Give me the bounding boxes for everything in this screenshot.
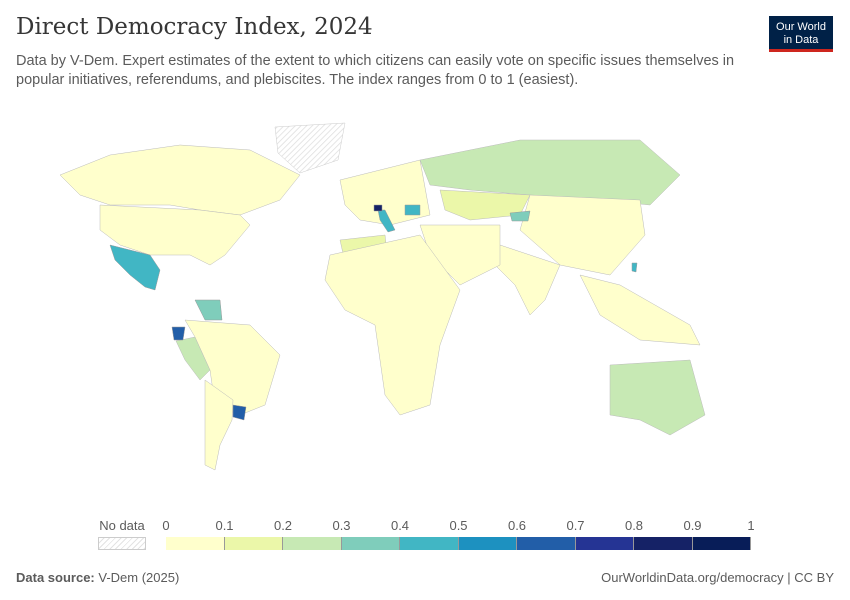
legend-bin[interactable] <box>458 537 517 550</box>
region-argentina[interactable] <box>204 379 234 471</box>
legend-tick: 1 <box>747 518 755 533</box>
region-united-states[interactable] <box>99 204 251 266</box>
region-taiwan[interactable] <box>631 262 638 273</box>
region-australia[interactable] <box>609 359 706 436</box>
data-source-label: Data source: <box>16 570 95 585</box>
legend-tick: 0.9 <box>683 518 702 533</box>
legend-bin[interactable] <box>634 537 693 550</box>
legend-tick: 0.6 <box>507 518 527 533</box>
world-map <box>59 122 706 471</box>
legend-bin[interactable] <box>341 537 400 550</box>
legend-tick: 0.2 <box>273 518 293 533</box>
legend-bin[interactable] <box>575 537 634 550</box>
legend-tick: 0.8 <box>624 518 644 533</box>
data-source-value[interactable]: V-Dem (2025) <box>98 570 180 585</box>
legend-tick: 0.4 <box>390 518 410 533</box>
legend-tick: 0.3 <box>332 518 351 533</box>
chart-title: Direct Democracy Index, 2024 <box>16 14 373 40</box>
region-kyrgyzstan[interactable] <box>509 210 531 222</box>
chart-subtitle: Data by V-Dem. Expert estimates of the e… <box>16 53 735 88</box>
legend-bin[interactable] <box>692 537 751 550</box>
region-ecuador[interactable] <box>171 326 186 341</box>
region-kazakhstan[interactable] <box>439 189 531 221</box>
legend-bin[interactable] <box>517 537 576 550</box>
legend-tick: 0 <box>162 518 170 533</box>
legend-tick: 0.1 <box>215 518 234 533</box>
legend: No data 0 0.1 0.2 0.3 0.4 0.5 0.6 0.7 0.8 0.9 1 <box>0 515 850 555</box>
legend-no-data-swatch[interactable] <box>98 537 146 550</box>
legend-bin[interactable] <box>166 537 225 550</box>
region-switzerland[interactable] <box>373 204 383 212</box>
legend-tick: 0.7 <box>566 518 585 533</box>
owid-logo[interactable]: Our World in Data <box>769 16 833 52</box>
legend-bin[interactable] <box>224 537 283 550</box>
region-no-data[interactable] <box>274 122 346 174</box>
footer-url[interactable]: OurWorldinData.org/democracy | CC BY <box>601 570 834 585</box>
region-venezuela[interactable] <box>194 299 223 321</box>
data-source: Data source: V-Dem (2025) <box>16 570 179 585</box>
region-peru[interactable] <box>175 336 211 381</box>
legend-no-data-label: No data <box>99 518 145 533</box>
legend-bin[interactable] <box>400 537 459 550</box>
region-uruguay[interactable] <box>232 404 247 421</box>
logo-line1: Our World <box>776 21 826 33</box>
logo-line2: in Data <box>783 34 819 46</box>
region-canada[interactable] <box>59 144 301 216</box>
region-mexico[interactable] <box>109 244 161 291</box>
region-italy[interactable] <box>377 209 396 233</box>
region-africa[interactable] <box>324 234 461 416</box>
legend-tick: 0.5 <box>449 518 468 533</box>
region-china[interactable] <box>519 194 646 276</box>
legend-bin[interactable] <box>283 537 342 550</box>
region-southeast-asia[interactable] <box>579 274 701 346</box>
region-romania[interactable] <box>404 204 421 216</box>
